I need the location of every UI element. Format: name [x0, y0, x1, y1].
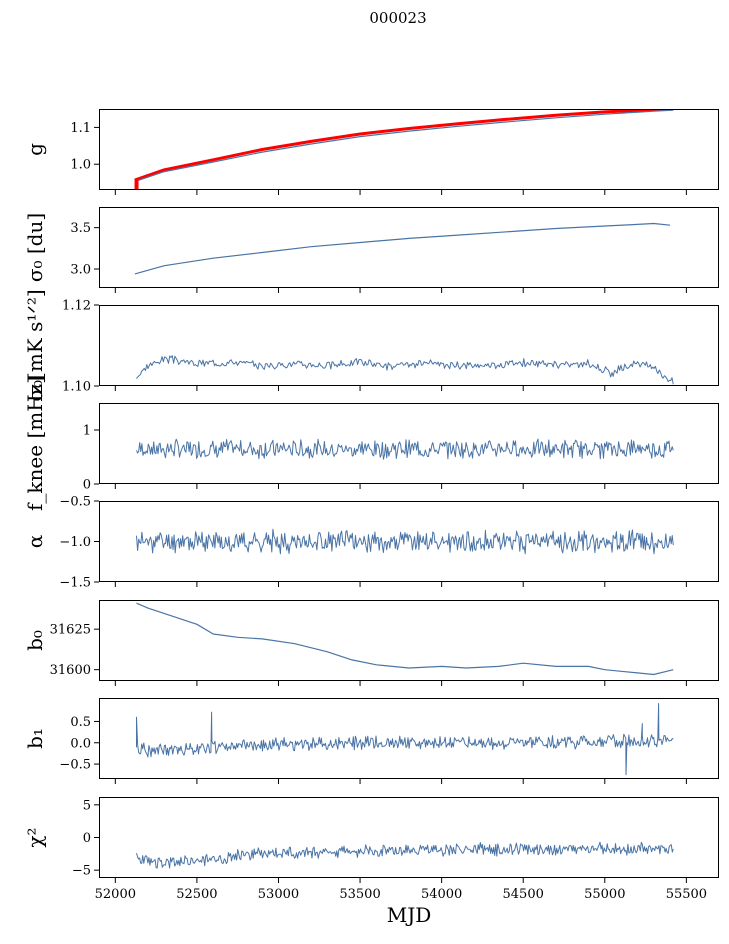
y-tick-label: 5 [83, 798, 91, 813]
y-tick-label: 0 [83, 478, 91, 493]
axes-frame [99, 109, 719, 190]
panel-2: 3.0 3.5 σ₀ [du] [23, 207, 719, 293]
y-axis-label: f_knee [mHz] [23, 376, 47, 511]
series-line-1 [136, 703, 674, 776]
plot-area [136, 602, 674, 676]
y-tick-label: 1 [83, 424, 91, 439]
series-line-1 [136, 528, 674, 555]
panel-5: −1.5 −1.0 −0.5 α [23, 495, 719, 591]
panel-8: −5 0 5 52000 52500 53000 53500 54000 54500 55000 5… [23, 797, 719, 927]
axes-frame [99, 698, 719, 779]
y-axis-label: b₀ [23, 630, 47, 651]
y-axis-label: g [23, 143, 47, 156]
axes-frame [99, 305, 719, 386]
x-axis-label: MJD [387, 903, 432, 927]
y-tick-label: −5 [72, 864, 91, 879]
plot-area [136, 703, 674, 776]
y-tick-label: 0.5 [70, 715, 91, 730]
y-axis-label: b₁ [23, 728, 47, 749]
panel-1: 1.0 1.1 g [23, 109, 719, 195]
axes-frame [99, 600, 719, 681]
y-axis-label: σ₀ [du] [23, 213, 47, 282]
panel-4: 0 1 f_knee [mHz] [23, 376, 719, 511]
y-tick-label: −0.5 [59, 758, 91, 773]
x-tick-label: 53500 [339, 887, 380, 902]
y-axis-label: σ₀[mK s¹ᐟ²] [23, 289, 47, 401]
plot-area [136, 528, 674, 555]
y-tick-label: −1.0 [59, 535, 91, 550]
x-tick-label: 52500 [176, 887, 217, 902]
series-line-1 [134, 109, 674, 182]
y-tick-label: 31600 [50, 663, 91, 678]
series-line-1 [136, 438, 674, 460]
y-tick-label: 1.0 [70, 158, 91, 173]
plot-area [136, 841, 674, 869]
panel-7: −0.5 0.0 0.5 b₁ [23, 698, 719, 784]
x-tick-label: 52000 [95, 887, 136, 902]
y-tick-label: 3.0 [70, 262, 91, 277]
y-tick-label: 1.1 [70, 121, 91, 136]
y-tick-label: 31625 [50, 623, 91, 638]
axes-frame [99, 207, 719, 288]
plot-area [136, 438, 674, 460]
axes-frame [99, 797, 719, 878]
x-tick-label: 55500 [666, 887, 707, 902]
figure-title: 000023 [369, 9, 426, 27]
y-tick-label: 3.5 [70, 221, 91, 236]
plot-area [134, 222, 671, 275]
panel-3: 1.10 1.12 σ₀[mK s¹ᐟ²] [23, 289, 719, 402]
y-tick-label: 0.0 [70, 736, 91, 751]
series-line-1 [136, 355, 674, 385]
y-tick-label: −0.5 [59, 495, 91, 510]
x-tick-label: 55000 [584, 887, 625, 902]
series-line-1 [136, 602, 674, 676]
y-tick-label: 1.12 [62, 299, 91, 314]
axes-frame [99, 403, 719, 484]
series-line-2 [134, 109, 674, 183]
series-line-1 [134, 222, 671, 275]
y-axis-label: α [23, 535, 47, 549]
plot-area [136, 355, 674, 385]
axes-frame [99, 501, 719, 582]
x-tick-label: 54500 [503, 887, 544, 902]
x-tick-label: 54000 [421, 887, 462, 902]
y-tick-label: −1.5 [59, 576, 91, 591]
y-axis-label: χ² [23, 827, 47, 847]
plot-area [134, 109, 674, 190]
series-line-1 [136, 841, 674, 869]
y-tick-label: 0 [83, 831, 91, 846]
x-tick-label: 53000 [258, 887, 299, 902]
y-tick-label: 1.10 [62, 380, 91, 395]
